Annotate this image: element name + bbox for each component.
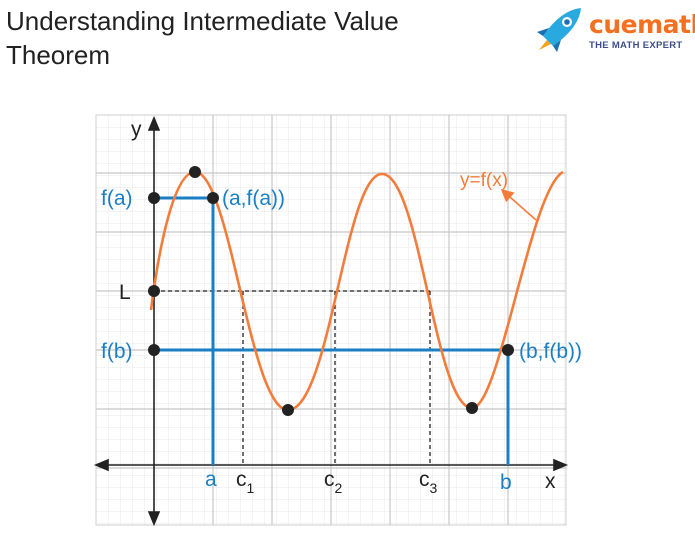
logo-brand: cuemath [589, 10, 695, 39]
cuemath-logo: cuemath THE MATH EXPERT [533, 6, 695, 56]
x-label-a: a [205, 468, 217, 491]
rocket-icon [537, 8, 581, 52]
y-axis [147, 115, 161, 527]
x-label-c2: c2 [324, 468, 343, 496]
logo-tagline: THE MATH EXPERT [589, 40, 683, 51]
page-title: Understanding Intermediate Value Theorem [6, 4, 399, 72]
point-fa [148, 192, 160, 204]
key-points [148, 166, 514, 416]
point-minimum-2 [466, 402, 478, 414]
label-fa: f(a) [101, 187, 133, 210]
label-L: L [119, 281, 131, 304]
x-label-c3: c3 [419, 468, 438, 496]
curve-label: y=f(x) [460, 170, 508, 191]
dashed-guides [154, 290, 431, 465]
point-minimum-1 [282, 404, 294, 416]
y-axis-label: y [131, 118, 142, 141]
point-a [207, 192, 219, 204]
point-maximum-1 [189, 166, 201, 178]
x-label-c1: c1 [236, 468, 255, 496]
point-fb [148, 344, 160, 356]
label-a-point: (a,f(a)) [222, 187, 285, 210]
title-line-1: Understanding Intermediate Value [6, 6, 399, 36]
point-b [502, 344, 514, 356]
x-label-b: b [500, 471, 512, 494]
blue-guides [154, 196, 510, 465]
x-axis-label: x [545, 470, 556, 493]
title-line-2: Theorem [6, 40, 111, 70]
label-fb: f(b) [101, 340, 133, 363]
point-L [148, 285, 160, 297]
curve-label-arrow [500, 188, 537, 221]
x-axis [93, 458, 569, 472]
label-b-point: (b,f(b)) [519, 340, 582, 363]
